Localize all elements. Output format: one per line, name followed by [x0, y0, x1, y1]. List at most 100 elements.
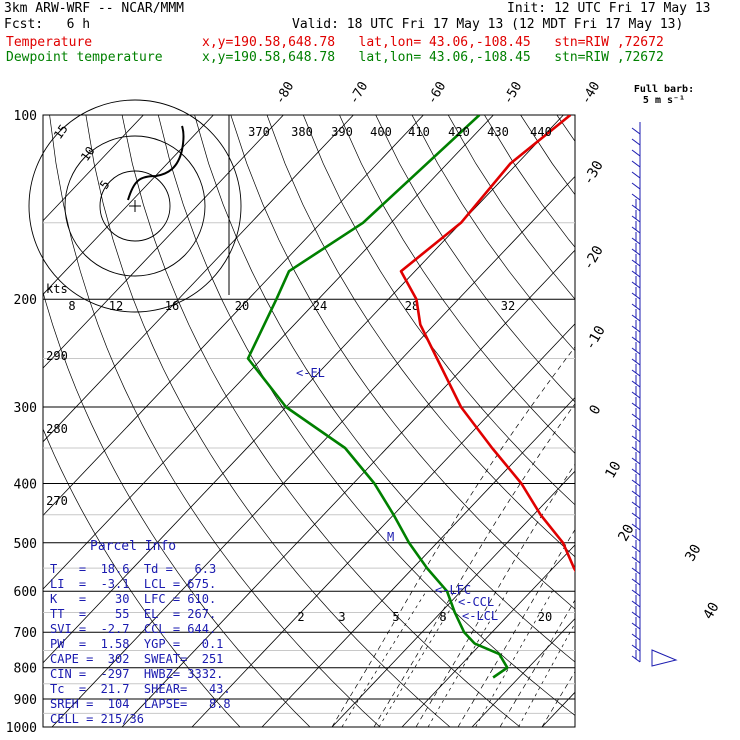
isotherm-label: 0	[586, 402, 604, 417]
isotherm-line	[471, 617, 575, 727]
hodograph-unit: kts	[46, 282, 68, 296]
parcel-info-title: Parcel Info	[90, 539, 177, 554]
mixing-ratio-label: 5	[392, 610, 399, 624]
isotherm-label: -40	[579, 79, 604, 107]
pressure-label: 500	[14, 537, 37, 552]
barb-legend-title: Full barb:	[634, 84, 694, 95]
wind-barb	[631, 127, 641, 135]
hodograph-ring	[99, 170, 171, 242]
hodograph-ring	[28, 99, 242, 313]
dry-adiabat	[375, 115, 575, 403]
isotherm-label: -10	[582, 323, 609, 353]
pressure-label: 300	[14, 401, 37, 416]
isotherm-label: -30	[580, 158, 607, 188]
parcel-row: CIN = -297 HWBZ= 3332.	[50, 667, 224, 681]
hodograph-speed-label: 20	[235, 299, 249, 313]
temperature-location: x,y=190.58,648.78 lat,lon= 43.06,-108.45…	[202, 35, 664, 50]
mixing-ratio-line	[427, 591, 509, 727]
moist-adiabat	[626, 299, 740, 727]
hodograph-speed-label: 8	[68, 299, 75, 313]
isotherm-line	[401, 544, 575, 727]
theta-label: 290	[46, 349, 68, 363]
theta-label: 440	[530, 125, 552, 139]
isotherm-line	[121, 249, 575, 727]
isotherm-line	[43, 115, 284, 369]
moist-adiabat	[415, 463, 575, 727]
level-annotation: M	[387, 530, 394, 544]
model-title: 3km ARW-WRF -- NCAR/MMM	[4, 1, 185, 16]
parcel-row: LI = -3.1 LCL = 675.	[50, 577, 217, 591]
parcel-row: PW = 1.58 YGP = 0.1	[50, 637, 224, 651]
dry-adiabat	[556, 115, 575, 142]
hodograph-speed-label: 32	[501, 299, 515, 313]
isotherm-label: 20	[615, 522, 637, 545]
theta-label: 390	[331, 125, 353, 139]
isotherm-label: -80	[273, 79, 298, 107]
isotherm-label: -70	[347, 79, 372, 107]
theta-label: 410	[408, 125, 430, 139]
pressure-label: 700	[14, 626, 37, 641]
isotherm-label: -20	[580, 243, 607, 273]
isotherm-line	[43, 115, 144, 222]
parcel-row: K = 30 LFC = 610.	[50, 592, 217, 606]
pressure-label: 1000	[6, 721, 37, 736]
hodograph-speed-label: 24	[313, 299, 327, 313]
dry-adiabat	[702, 115, 740, 727]
dewpoint-location: x,y=190.58,648.78 lat,lon= 43.06,-108.45…	[202, 50, 664, 65]
dry-adiabat	[43, 290, 311, 727]
moist-adiabat	[331, 346, 575, 727]
wind-barb	[631, 171, 641, 179]
dry-adiabat	[666, 115, 740, 727]
level-annotation: <-CCL	[458, 595, 494, 609]
isotherm-line	[261, 396, 575, 727]
isotherm-line	[682, 115, 740, 727]
wind-barb	[631, 138, 641, 146]
isotherm-label: 40	[700, 600, 722, 623]
pressure-label: 400	[14, 477, 37, 492]
valid-time: Valid: 18 UTC Fri 17 May 13 (12 MDT Fri …	[292, 17, 684, 32]
parcel-row: TT = 55 EL = 267.	[50, 607, 217, 621]
wind-barb	[631, 160, 641, 168]
parcel-row: T = 18.6 Td = 6.3	[50, 562, 217, 576]
isotherm-line	[51, 175, 575, 727]
wind-barb	[631, 193, 641, 201]
dewpoint-label: Dewpoint temperature	[6, 50, 163, 65]
isotherm-line	[43, 115, 424, 517]
parcel-row: CELL = 215/36	[50, 712, 144, 726]
dry-adiabat	[85, 115, 451, 727]
isotherm-line	[191, 323, 575, 727]
isotherm-label: -60	[425, 79, 450, 107]
mixing-ratio-line	[341, 591, 427, 727]
parcel-row: SREH = 104 LAPSE= 8.8	[50, 697, 231, 711]
init-time: Init: 12 UTC Fri 17 May 13	[507, 1, 711, 16]
dry-adiabat	[157, 115, 575, 716]
hodograph-ring-label: 10	[78, 144, 98, 164]
mixing-ratio-label: 3	[338, 610, 345, 624]
hodograph-trace	[127, 125, 185, 201]
moist-adiabat	[457, 528, 575, 727]
pressure-label: 900	[14, 693, 37, 708]
forecast-hour: Fcst: 6 h	[4, 17, 91, 32]
parcel-row: CAPE = 302 SWEAT= 251	[50, 652, 224, 666]
temperature-trace	[399, 115, 575, 573]
dry-adiabat	[49, 115, 381, 727]
dry-adiabat	[302, 115, 575, 506]
isotherm-label: -50	[501, 79, 526, 107]
pressure-label: 800	[14, 662, 37, 677]
theta-label: 430	[487, 125, 509, 139]
mixing-ratio-line	[378, 591, 462, 727]
isotherm-label: 30	[682, 542, 704, 565]
pressure-label: 600	[14, 585, 37, 600]
parcel-row: Tc = 21.7 SHEAR= 43.	[50, 682, 231, 696]
isotherm-line	[43, 115, 494, 590]
hodograph-speed-label: 16	[165, 299, 179, 313]
dewpoint-trace	[246, 115, 509, 679]
hodograph-speed-label: 12	[109, 299, 123, 313]
isotherm-line	[43, 115, 214, 295]
isotherm-line	[331, 470, 575, 727]
barb-legend-unit: 5 m s⁻¹	[643, 95, 685, 106]
theta-label: 420	[448, 125, 470, 139]
dry-adiabat	[593, 115, 740, 727]
